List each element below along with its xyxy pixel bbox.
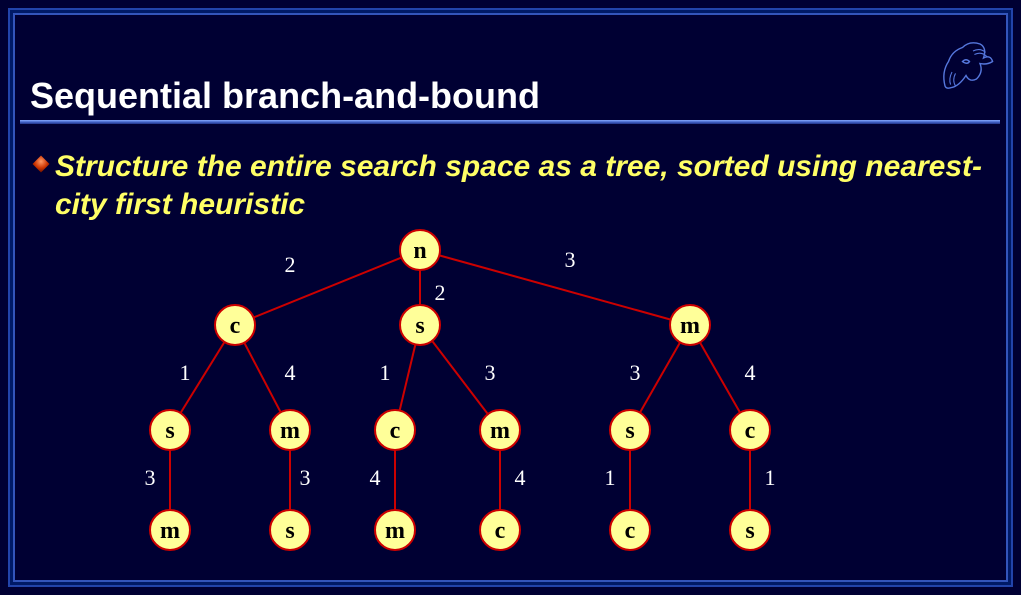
bullet-item: Structure the entire search space as a t… bbox=[35, 148, 995, 223]
title-underline bbox=[20, 120, 1000, 124]
slide-title: Sequential branch-and-bound bbox=[30, 75, 540, 117]
bullet-text: Structure the entire search space as a t… bbox=[55, 148, 995, 223]
bullet-diamond-icon bbox=[33, 156, 50, 173]
griffin-logo bbox=[931, 30, 1001, 100]
